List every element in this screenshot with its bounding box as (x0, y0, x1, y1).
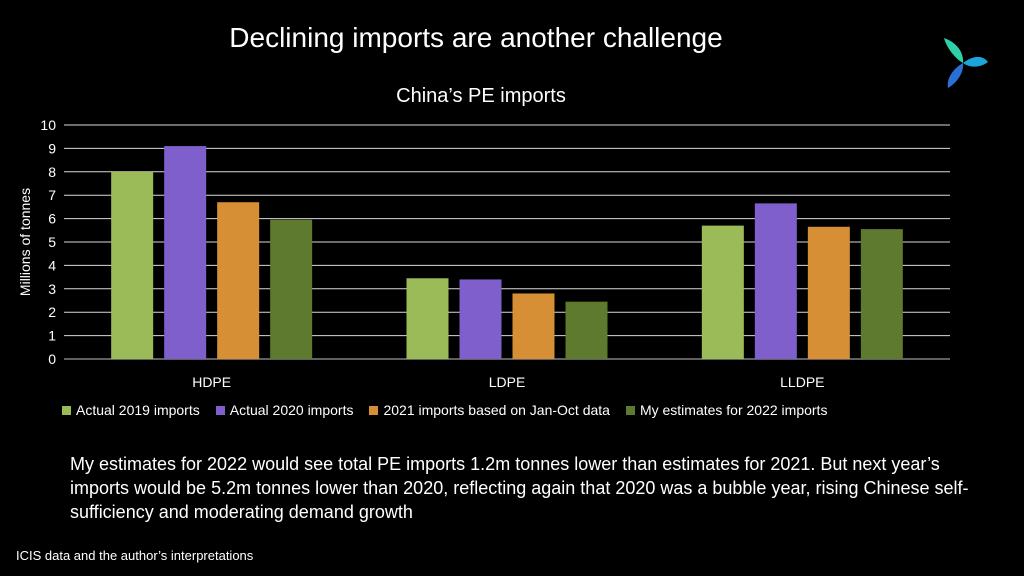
legend-swatch (215, 405, 225, 415)
bar-ldpe-series-1 (406, 278, 449, 359)
bar-hdpe-series-2 (164, 146, 207, 359)
legend-item: Actual 2020 imports (215, 402, 354, 418)
legend-swatch (62, 405, 71, 415)
legend-item: My estimates for 2022 imports (625, 402, 828, 418)
bar-hdpe-series-4 (270, 219, 313, 359)
chart-title: China’s PE imports (396, 85, 566, 107)
y-tick-label: 5 (48, 234, 56, 250)
bar-lldpe-series-4 (860, 229, 903, 359)
legend-item: Actual 2019 imports (62, 402, 200, 418)
bar-ldpe-series-2 (459, 279, 502, 359)
bar-ldpe-series-3 (512, 293, 555, 359)
source-note: ICIS data and the author’s interpretatio… (16, 548, 254, 563)
x-tick-label: HDPE (192, 374, 231, 390)
y-tick-label: 6 (48, 211, 56, 227)
x-tick-label: LDPE (489, 374, 526, 390)
y-tick-label: 7 (48, 187, 56, 203)
legend-label: My estimates for 2022 imports (639, 402, 828, 418)
slide-title: Declining imports are another challenge (229, 22, 723, 53)
legend-label: Actual 2020 imports (229, 402, 354, 418)
bar-ldpe-series-4 (565, 301, 608, 359)
tri-leaf-logo-icon (944, 38, 988, 88)
legend-swatch (369, 405, 379, 415)
y-tick-label: 3 (48, 281, 56, 297)
x-tick-label: LLDPE (780, 374, 824, 390)
y-tick-label: 9 (48, 140, 56, 156)
y-tick-label: 2 (48, 304, 56, 320)
legend-label: 2021 imports based on Jan-Oct data (383, 402, 610, 418)
chart-legend: Actual 2019 imports Actual 2020 imports 20… (62, 402, 827, 418)
bar-lldpe-series-2 (754, 203, 797, 359)
bar-hdpe-series-1 (111, 171, 154, 359)
bar-hdpe-series-3 (217, 202, 260, 359)
y-tick-label: 4 (48, 257, 56, 273)
y-tick-label: 1 (48, 328, 56, 344)
y-tick-label: 0 (48, 351, 56, 367)
y-tick-label: 8 (48, 164, 56, 180)
legend-item: 2021 imports based on Jan-Oct data (369, 402, 610, 418)
legend-label: Actual 2019 imports (76, 402, 200, 418)
legend-swatch (625, 405, 635, 415)
commentary-text: My estimates for 2022 would see total PE… (70, 454, 969, 522)
y-axis-label: Millions of tonnes (17, 188, 33, 296)
bar-chart: China’s PE imports 0 1 2 3 4 5 6 7 8 9 10 HDPE LDPE… (17, 85, 950, 390)
bar-lldpe-series-3 (807, 226, 850, 359)
bar-lldpe-series-1 (701, 225, 744, 359)
y-tick-label: 10 (40, 117, 56, 133)
